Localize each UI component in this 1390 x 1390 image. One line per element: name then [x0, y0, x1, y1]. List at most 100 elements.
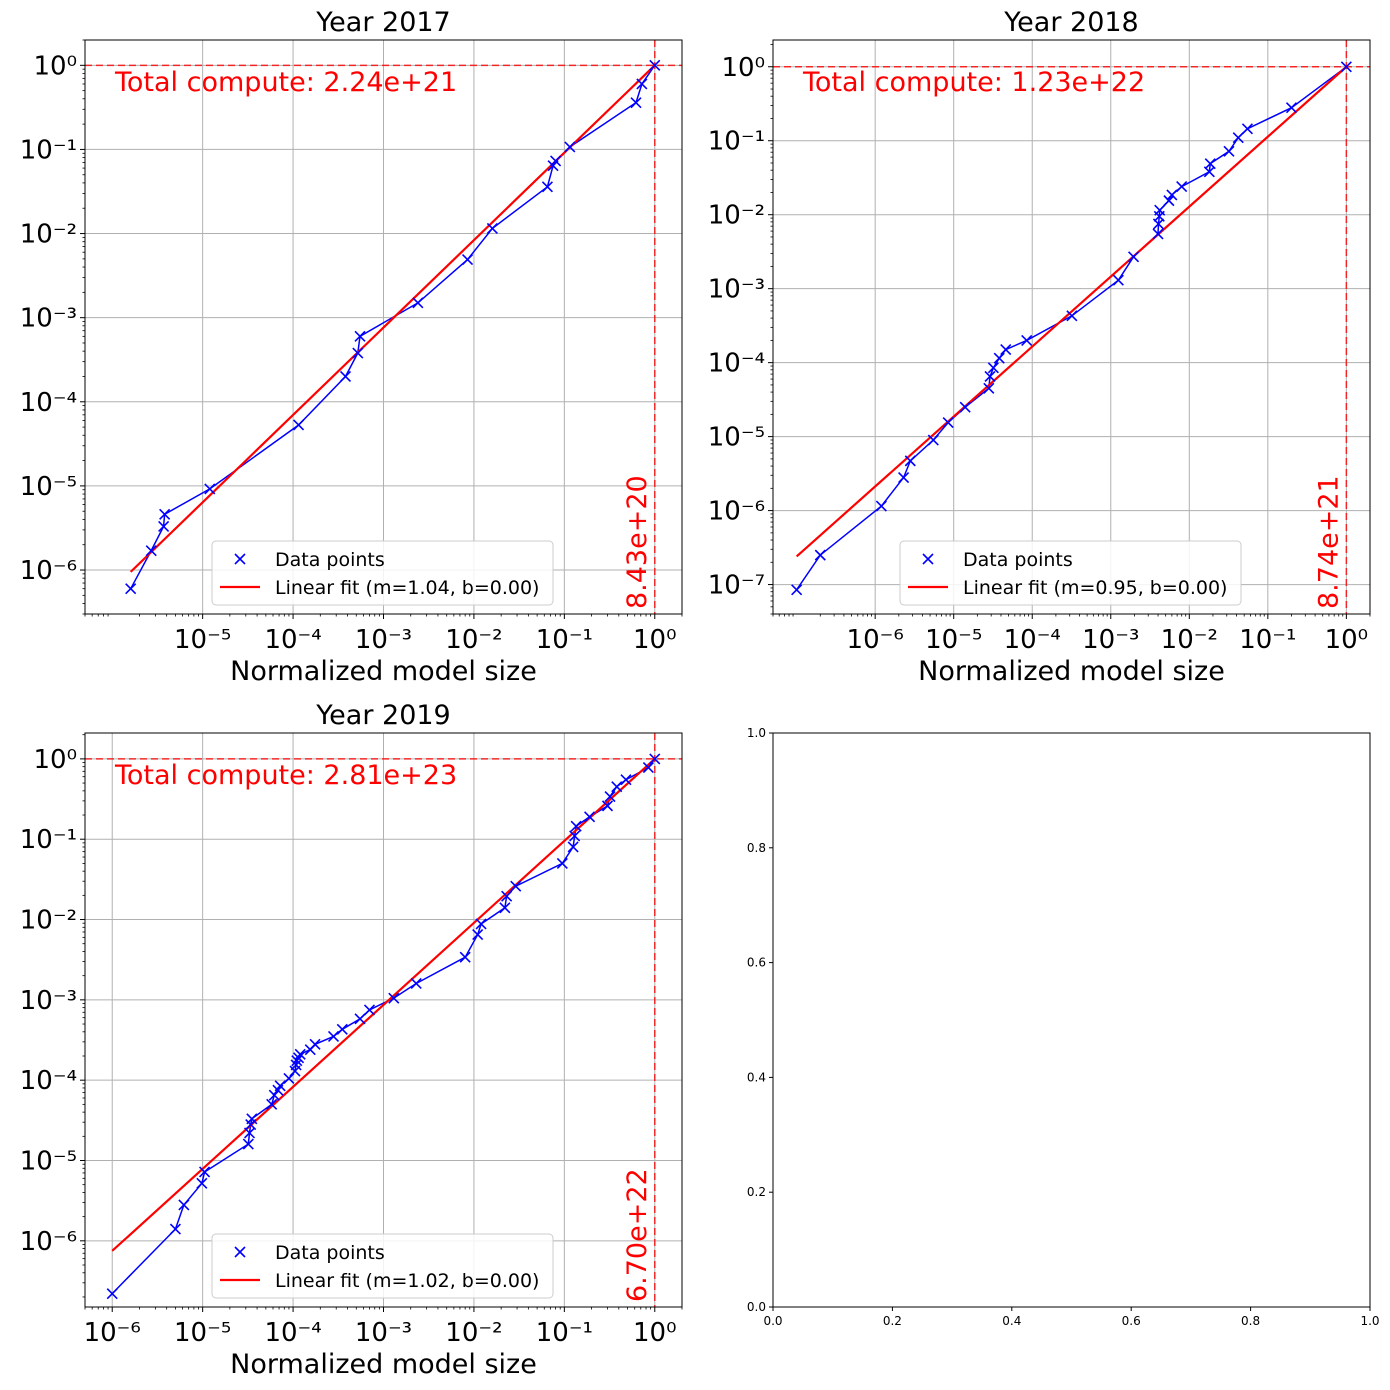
linear-fit-line — [129, 64, 656, 573]
data-point-marker — [875, 500, 887, 512]
y-tick-label: 10⁻⁷ — [708, 571, 765, 601]
y-tick-label: 10⁻⁶ — [20, 556, 77, 586]
legend-label-data-points: Data points — [275, 1242, 385, 1264]
data-point-marker — [339, 370, 352, 383]
x-tick-label: 0.2 — [883, 1314, 902, 1328]
data-point-marker — [461, 254, 474, 266]
data-point-marker — [649, 59, 661, 71]
total-compute-annotation: Total compute: 2.24e+21 — [114, 67, 457, 98]
y-tick-label: 10⁻³ — [20, 986, 77, 1016]
x-tick-label: 10⁻⁶ — [84, 1318, 141, 1348]
axes-frame — [84, 732, 683, 1308]
y-tick-label: 10⁻² — [20, 906, 77, 936]
y-tick-label: 0.4 — [747, 1070, 766, 1084]
legend-label-linear-fit: Linear fit (m=0.95, b=0.00) — [963, 577, 1227, 599]
plot-area — [85, 733, 682, 1307]
data-connecting-line — [130, 64, 656, 590]
y-tick-label: 10⁻⁴ — [708, 349, 765, 379]
data-point-marker — [541, 181, 554, 193]
data-point-marker — [564, 141, 576, 153]
data-point-marker — [158, 520, 170, 532]
data-point-marker — [583, 811, 596, 823]
x-tick-label: 10⁰ — [1325, 625, 1369, 655]
y-tick-label: 10⁻¹ — [20, 135, 77, 165]
y-tick-label: 10⁻⁶ — [708, 497, 765, 527]
y-tick-label: 10⁻⁶ — [20, 1227, 77, 1257]
data-point-marker — [1021, 334, 1033, 346]
plot-area — [85, 40, 682, 614]
subplot-title: Year 2017 — [315, 7, 450, 38]
total-compute-annotation: Total compute: 2.81e+23 — [114, 760, 457, 791]
axes-frame — [84, 39, 683, 615]
legend-label-data-points: Data points — [275, 549, 385, 571]
x-tick-label: 10⁻⁵ — [174, 1318, 231, 1348]
x-tick-label: 10⁻⁶ — [847, 625, 904, 655]
data-point-marker — [550, 155, 562, 167]
data-point-marker — [354, 1013, 366, 1025]
x-tick-label: 10⁻³ — [355, 1318, 412, 1348]
data-point-marker — [1000, 344, 1012, 356]
x-tick-label: 10⁻² — [445, 1318, 502, 1348]
x-tick-label: 10⁻³ — [355, 625, 412, 655]
data-point-marker — [106, 1288, 118, 1300]
y-tick-label: 1.0 — [747, 726, 766, 740]
y-tick-label: 10⁻¹ — [708, 127, 765, 157]
data-point-marker — [412, 297, 424, 309]
x-tick-label: 0.8 — [1241, 1314, 1260, 1328]
legend-marker-data-points — [922, 553, 934, 565]
x-tick-label: 10⁻⁵ — [174, 625, 231, 655]
data-point-marker — [636, 78, 648, 90]
data-point-marker — [510, 880, 522, 892]
data-point-marker — [472, 928, 484, 941]
y-tick-label: 10⁰ — [721, 53, 765, 83]
data-point-marker — [309, 1038, 321, 1050]
x-tick-label: 10⁰ — [633, 625, 677, 655]
data-point-marker — [1285, 102, 1298, 114]
data-point-marker — [984, 370, 996, 383]
data-point-marker — [1112, 274, 1124, 286]
data-point-marker — [570, 820, 582, 832]
data-point-marker — [898, 471, 910, 484]
data-point-marker — [611, 781, 623, 793]
legend-marker-data-points — [234, 553, 246, 565]
data-point-marker — [268, 1089, 280, 1101]
x-tick-label: 0.4 — [1002, 1314, 1021, 1328]
data-point-marker — [459, 951, 471, 963]
y-tick-label: 10⁻¹ — [20, 825, 77, 855]
x-tick-label: 10⁻³ — [1082, 625, 1139, 655]
legend: Data points Linear fit (m=0.95, b=0.00) — [899, 540, 1242, 606]
data-point-marker — [499, 902, 511, 914]
data-point-marker — [620, 774, 632, 786]
linear-fit-line — [111, 758, 656, 1252]
legend-box — [211, 1233, 554, 1299]
x-axis-label: Normalized model size — [918, 656, 1225, 687]
x-tick-label: 10⁻² — [445, 625, 502, 655]
y-tick-label: 10⁻² — [20, 220, 77, 250]
vertical-compute-annotation: 6.70e+22 — [622, 1168, 653, 1302]
data-point-marker — [246, 1113, 258, 1125]
subplot-2: 10⁻⁶ 10⁻⁵ 10⁻⁴ 10⁻³ 10⁻² 10⁻¹ 10⁰ 10⁻⁷ 10⁻⁶ 10⁻⁵ 1… — [708, 7, 1371, 687]
data-point-marker — [178, 1199, 190, 1211]
y-tick-label: 0.0 — [747, 1300, 766, 1314]
x-axis-label: Normalized model size — [230, 1349, 537, 1380]
x-tick-label: 10⁻⁴ — [1004, 625, 1061, 655]
data-point-marker — [791, 584, 803, 596]
data-point-marker — [204, 483, 216, 495]
vertical-compute-annotation: 8.43e+20 — [622, 475, 653, 609]
data-point-marker — [1340, 61, 1352, 73]
data-point-marker — [242, 1138, 254, 1150]
y-tick-label: 10⁻⁴ — [20, 1066, 77, 1096]
data-point-marker — [125, 583, 137, 595]
data-point-marker — [1232, 132, 1244, 144]
legend: Data points Linear fit (m=1.02, b=0.00) — [211, 1233, 554, 1299]
data-connecting-line — [795, 66, 1347, 591]
data-point-marker — [904, 455, 916, 467]
x-tick-label: 10⁻¹ — [536, 625, 593, 655]
data-point-marker — [266, 1098, 278, 1110]
data-point-marker — [1176, 181, 1188, 193]
x-tick-label: 10⁻⁵ — [925, 625, 982, 655]
x-axis-label: Normalized model size — [230, 656, 537, 687]
vertical-compute-annotation: 8.74e+21 — [1313, 475, 1344, 609]
y-tick-label: 10⁻³ — [708, 275, 765, 305]
data-point-marker — [196, 1177, 208, 1189]
